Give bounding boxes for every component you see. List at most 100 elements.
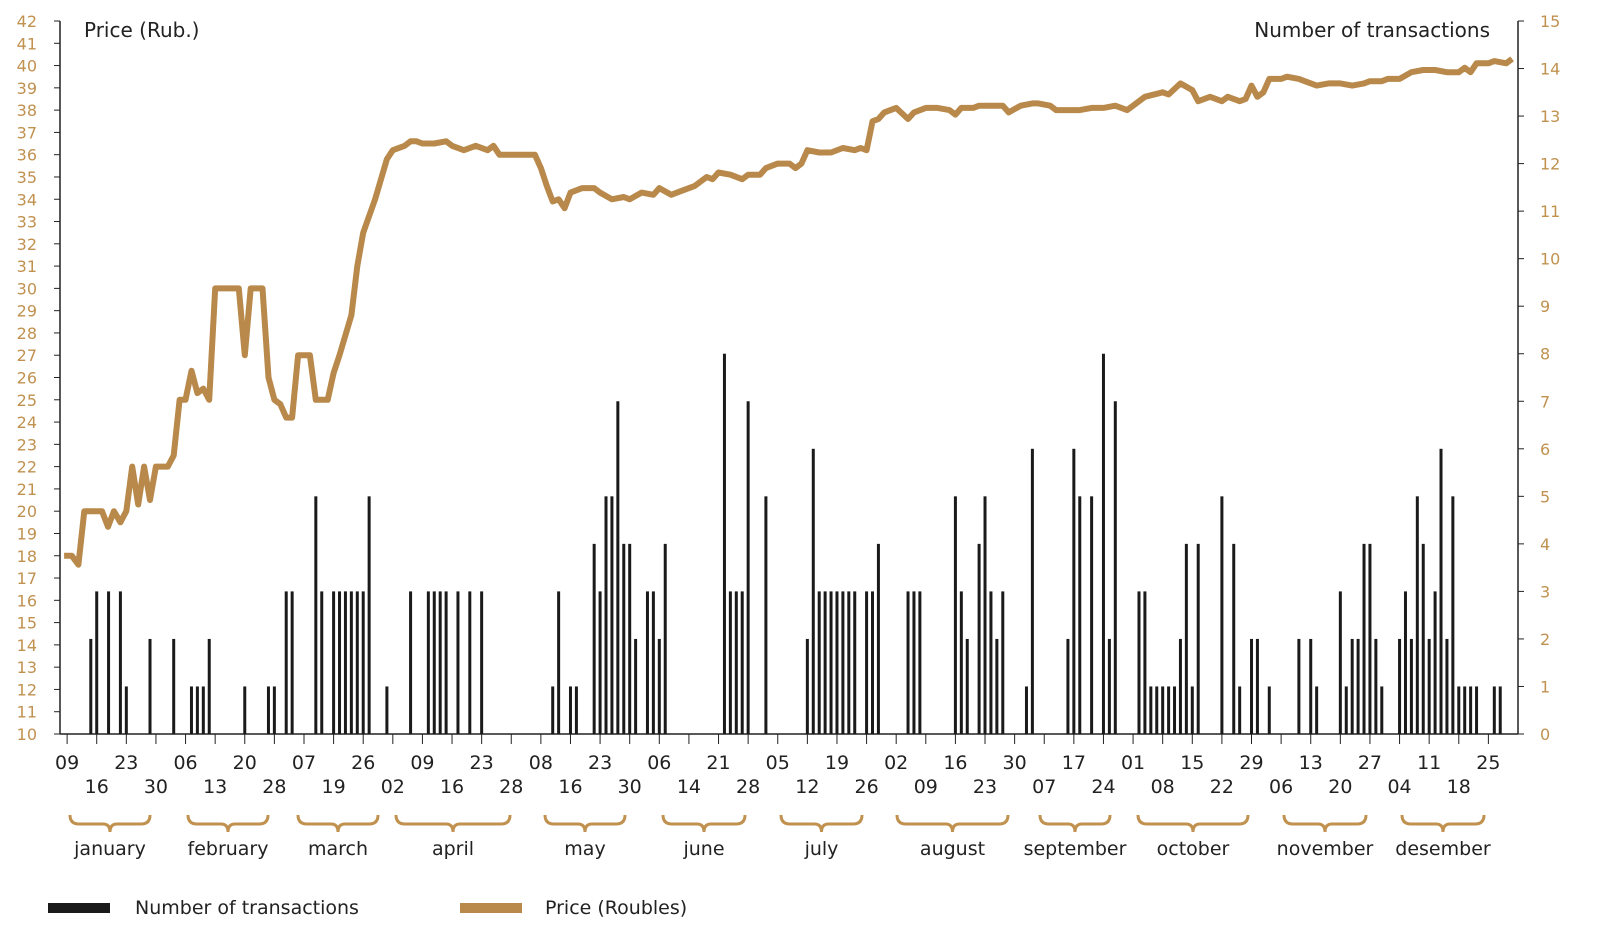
month-brace [1136,814,1250,833]
x-tick-label: 25 [1476,752,1500,774]
y-tick-label: 19 [17,524,37,543]
x-tick-label: 17 [1062,752,1086,774]
bar [1232,543,1236,734]
bar [1137,591,1141,734]
x-tick-label: 06 [173,752,197,774]
x-tick-label: 01 [1121,752,1145,774]
bar [1101,353,1105,734]
x-tick-label: 19 [825,752,849,774]
y-tick-label: 27 [17,346,37,365]
bar [634,638,638,734]
y-tick-label: 13 [17,658,37,677]
month-brace [661,814,747,833]
bar [1398,638,1402,734]
x-tick-label: 14 [677,776,701,798]
x-tick-label: 26 [854,776,878,798]
bar [1250,638,1254,734]
y2-tick-label: 5 [1540,487,1550,506]
y2-tick-label: 12 [1540,155,1560,174]
bar [266,686,270,734]
x-tick-label: 11 [1417,752,1441,774]
x-tick-label: 07 [292,752,316,774]
y-tick-label: 33 [17,213,37,232]
bar [1220,496,1224,734]
month-label: july [804,838,839,860]
bar [243,686,247,734]
y-tick-label: 40 [17,57,37,76]
bar [343,591,347,734]
bar [598,591,602,734]
x-tick-label: 06 [1269,776,1293,798]
x-tick-label: 20 [1328,776,1352,798]
bar [728,591,732,734]
bar [1149,686,1153,734]
bar [953,496,957,734]
bar [207,638,211,734]
bar [1066,638,1070,734]
bar [959,591,963,734]
bar [906,591,910,734]
bar [1445,638,1449,734]
bar [1078,496,1082,734]
x-tick-label: 28 [262,776,286,798]
bar [829,591,833,734]
x-tick-label: 13 [1299,752,1323,774]
bar [1024,686,1028,734]
bar [361,591,365,734]
x-tick-label: 21 [706,752,730,774]
y-tick-label: 12 [17,680,37,699]
bar [722,353,726,734]
y-tick-label: 29 [17,302,37,321]
month-brace [1282,814,1368,833]
month-label: february [188,838,269,860]
bar [865,591,869,734]
bar [1167,686,1171,734]
bar [1338,591,1342,734]
bar [1344,686,1348,734]
bar [349,591,353,734]
y-tick-label: 34 [17,190,37,209]
bar [1267,686,1271,734]
month-brace [779,814,864,833]
month-label: november [1277,838,1374,860]
y-tick-label: 36 [17,146,37,165]
y-tick-label: 26 [17,369,37,388]
bar [1498,686,1502,734]
y-tick-label: 31 [17,257,37,276]
bar [817,591,821,734]
bar [805,638,809,734]
bar [124,686,128,734]
bar [740,591,744,734]
month-brace [296,814,380,833]
bar [1190,686,1194,734]
bar [734,591,738,734]
y2-tick-label: 13 [1540,107,1560,126]
bar [912,591,916,734]
x-tick-label: 12 [795,776,819,798]
month-label: desember [1395,838,1491,860]
bar [1403,591,1407,734]
bar [1184,543,1188,734]
bar [557,591,561,734]
y2-tick-label: 2 [1540,630,1550,649]
bar [290,591,294,734]
x-tick-label: 26 [351,752,375,774]
bar [965,638,969,734]
x-tick-label: 08 [529,752,553,774]
y-tick-label: 15 [17,614,37,633]
bar [1143,591,1147,734]
bar [189,686,193,734]
month-label: january [73,838,146,860]
x-tick-label: 30 [144,776,168,798]
y-tick-label: 35 [17,168,37,187]
x-tick-label: 19 [322,776,346,798]
x-tick-label: 02 [884,752,908,774]
x-tick-label: 06 [647,752,671,774]
bar [1362,543,1366,734]
month-brace [68,814,152,833]
y2-tick-label: 7 [1540,392,1550,411]
x-tick-label: 20 [233,752,257,774]
bar [853,591,857,734]
bar [1475,686,1479,734]
